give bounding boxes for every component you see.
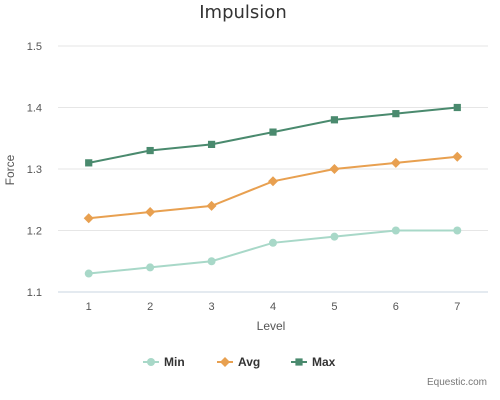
avg-point[interactable] [83, 213, 94, 224]
legend-marker [220, 357, 230, 367]
x-tick-label: 7 [454, 301, 460, 313]
credit-text: Equestic.com [427, 377, 487, 388]
max-point[interactable] [330, 116, 339, 124]
x-tick-label: 3 [209, 301, 215, 313]
legend-item-max[interactable]: Max [291, 355, 336, 369]
y-tick-label: 1.2 [27, 226, 42, 238]
series-max [85, 103, 461, 167]
avg-point[interactable] [206, 200, 217, 211]
avg-line [88, 155, 458, 220]
series-min [84, 226, 462, 278]
min-point[interactable] [84, 269, 93, 278]
y-tick-label: 1.5 [27, 41, 42, 53]
max-point[interactable] [85, 159, 93, 167]
max-point[interactable] [453, 103, 461, 112]
legend-label: Min [164, 355, 185, 369]
legend-item-min[interactable]: Min [143, 355, 185, 369]
max-point[interactable] [146, 146, 154, 155]
avg-point[interactable] [329, 164, 340, 174]
min-line [88, 229, 458, 275]
max-point[interactable] [207, 140, 216, 148]
y-tick-label: 1.4 [27, 103, 42, 115]
x-tick-label: 2 [147, 301, 153, 313]
series-group [83, 103, 463, 278]
max-point[interactable] [392, 110, 400, 118]
y-axis: 1.1 1.2 1.3 1.4 1.5 [27, 41, 42, 299]
x-tick-label: 5 [331, 301, 337, 313]
avg-point[interactable] [452, 151, 463, 162]
legend-item-avg[interactable]: Avg [217, 355, 260, 369]
x-tick-label: 6 [393, 301, 399, 313]
y-tick-label: 1.3 [27, 164, 42, 176]
legend-label: Max [312, 355, 336, 369]
min-point[interactable] [453, 226, 462, 235]
legend-marker [295, 358, 303, 366]
min-point[interactable] [391, 226, 400, 235]
min-point[interactable] [269, 238, 277, 247]
legend-label: Avg [238, 355, 260, 369]
min-point[interactable] [330, 232, 339, 241]
avg-point[interactable] [390, 157, 401, 168]
min-point[interactable] [207, 257, 216, 266]
min-point[interactable] [146, 263, 155, 272]
series-avg [83, 151, 463, 224]
legend[interactable]: Min Avg Max [143, 355, 336, 369]
y-tick-label: 1.1 [27, 287, 42, 299]
grid [58, 45, 488, 293]
x-axis: 1 2 3 4 5 6 7 [86, 301, 461, 313]
chart-title: Impulsion [199, 2, 286, 23]
avg-point[interactable] [145, 207, 156, 218]
legend-marker [147, 358, 155, 366]
x-tick-label: 1 [86, 301, 92, 313]
avg-point[interactable] [268, 176, 278, 187]
y-axis-title: Force [3, 154, 17, 185]
x-tick-label: 4 [270, 301, 276, 313]
max-point[interactable] [269, 128, 277, 136]
x-axis-title: Level [257, 319, 286, 333]
